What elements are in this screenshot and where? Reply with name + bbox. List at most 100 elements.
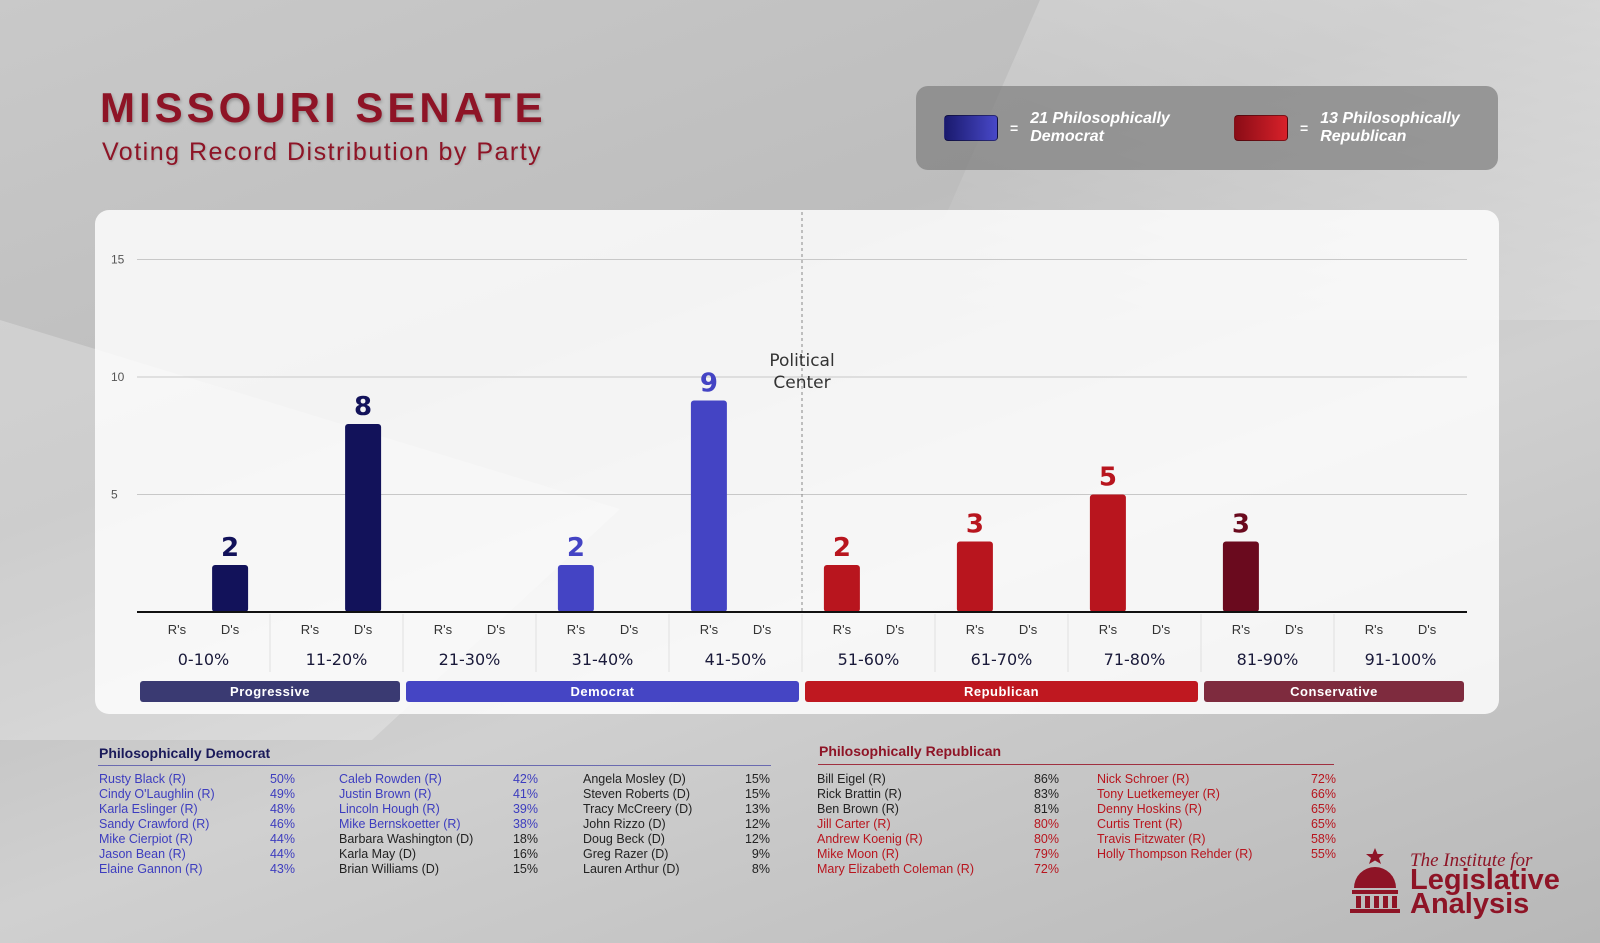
senator-score: 15% — [744, 772, 770, 786]
senator-score: 72% — [1310, 772, 1336, 786]
senator-name: Karla May (D) — [339, 847, 417, 861]
y-tick-label: 15 — [111, 253, 125, 267]
legend-label-republican: 13 Philosophically Republican — [1320, 110, 1460, 145]
list-item: Curtis Trent (R) 65% — [1097, 817, 1336, 832]
bar — [823, 565, 860, 612]
sub-category-label: R's — [1365, 622, 1384, 637]
senator-score: 65% — [1310, 802, 1336, 816]
senator-score: 66% — [1310, 787, 1336, 801]
list-item: Angela Mosley (D) 15% — [583, 772, 770, 787]
senator-score: 83% — [1033, 787, 1059, 801]
senator-score: 38% — [512, 817, 538, 831]
list-item: Mike Moon (R) 79% — [817, 847, 1059, 862]
group-band-progressive — [140, 681, 400, 702]
senator-name: Lincoln Hough (R) — [339, 802, 440, 816]
page-subtitle: Voting Record Distribution by Party — [102, 138, 543, 166]
senator-score: 13% — [744, 802, 770, 816]
senator-score: 8% — [751, 862, 770, 876]
senator-name: Nick Schroer (R) — [1097, 772, 1190, 786]
chart-panel: 5 10 15 Political Center R's 2 D's 0-10% R's 8 D's 1… — [95, 210, 1499, 714]
sub-category-label: R's — [700, 622, 719, 637]
list-item: Justin Brown (R) 41% — [339, 787, 538, 802]
senator-name: Ben Brown (R) — [817, 802, 899, 816]
senator-score: 79% — [1033, 847, 1059, 861]
sub-category-label: D's — [886, 622, 905, 637]
bar-value-label: 2 — [567, 533, 585, 563]
senator-score: 80% — [1033, 817, 1059, 831]
senator-score: 44% — [269, 832, 295, 846]
bar-value-label: 8 — [354, 392, 372, 422]
political-center-label: Political — [769, 351, 834, 371]
logo-tagline: The Institute for — [1410, 850, 1533, 871]
list-item: Holly Thompson Rehder (R) 55% — [1097, 847, 1336, 862]
senator-name: Rick Brattin (R) — [817, 787, 902, 801]
senator-name: Holly Thompson Rehder (R) — [1097, 847, 1253, 861]
bar-value-label: 9 — [700, 369, 718, 399]
list-item: Karla May (D) 16% — [339, 847, 538, 862]
senator-score: 16% — [512, 847, 538, 861]
y-tick-label: 5 — [111, 488, 118, 502]
bar — [1222, 541, 1259, 612]
x-tick-label: 51-60% — [838, 650, 900, 669]
sub-category-label: D's — [620, 622, 639, 637]
group-band-label: Conservative — [1290, 684, 1378, 699]
senator-name: Doug Beck (D) — [583, 832, 665, 846]
list-item: Travis Fitzwater (R) 58% — [1097, 832, 1336, 847]
x-tick-label: 41-50% — [705, 650, 767, 669]
page-title: MISSOURI SENATE — [100, 84, 547, 131]
y-tick-label: 10 — [111, 370, 125, 384]
senator-score: 41% — [512, 787, 538, 801]
sub-category-label: D's — [487, 622, 506, 637]
senator-name: Caleb Rowden (R) — [339, 772, 442, 786]
list-item: Steven Roberts (D) 15% — [583, 787, 770, 802]
x-tick-label: 81-90% — [1237, 650, 1299, 669]
sub-category-label: D's — [1019, 622, 1038, 637]
senator-name: Bill Eigel (R) — [817, 772, 886, 786]
x-tick-label: 61-70% — [971, 650, 1033, 669]
list-item: Jill Carter (R) 80% — [817, 817, 1059, 832]
senator-name: Jason Bean (R) — [99, 847, 186, 861]
sub-category-label: R's — [1232, 622, 1251, 637]
senator-score: 12% — [744, 832, 770, 846]
bar-value-label: 2 — [833, 533, 851, 563]
senator-score: 15% — [512, 862, 538, 876]
senator-score: 18% — [512, 832, 538, 846]
senator-name: Jill Carter (R) — [817, 817, 891, 831]
list-item: Karla Eslinger (R) 48% — [99, 802, 295, 817]
capitol-icon — [1350, 848, 1400, 913]
senator-name: Rusty Black (R) — [99, 772, 186, 786]
institute-logo: The Institute for Legislative Analysis — [1348, 848, 1588, 919]
sub-category-label: D's — [753, 622, 772, 637]
group-band-label: Democrat — [571, 684, 635, 699]
sub-category-label: D's — [1418, 622, 1437, 637]
legend-swatch-republican — [1234, 115, 1288, 141]
senator-name: Brian Williams (D) — [339, 862, 439, 876]
legend-label-democrat: 21 Philosophically Democrat — [1030, 110, 1170, 145]
senator-score: 44% — [269, 847, 295, 861]
list-item: Andrew Koenig (R) 80% — [817, 832, 1059, 847]
list-item: Denny Hoskins (R) 65% — [1097, 802, 1336, 817]
legend-swatch-democrat — [944, 115, 998, 141]
bar — [557, 565, 594, 612]
list-item: Nick Schroer (R) 72% — [1097, 772, 1336, 787]
divider — [98, 765, 771, 766]
list-item: Mike Bernskoetter (R) 38% — [339, 817, 538, 832]
sub-category-label: D's — [354, 622, 373, 637]
legend-item-democrat: = 21 Philosophically Democrat — [944, 86, 1200, 170]
divider — [818, 764, 1334, 765]
list-item: Lincoln Hough (R) 39% — [339, 802, 538, 817]
x-tick-label: 31-40% — [572, 650, 634, 669]
senator-name: John Rizzo (D) — [583, 817, 666, 831]
dem-list-heading: Philosophically Democrat — [99, 745, 271, 761]
bar-value-label: 2 — [221, 533, 239, 563]
bar-value-label: 3 — [966, 510, 984, 540]
senator-score: 49% — [269, 787, 295, 801]
senator-score: 65% — [1310, 817, 1336, 831]
senator-name: Tracy McCreery (D) — [583, 802, 693, 816]
senator-score: 46% — [269, 817, 295, 831]
sub-category-label: R's — [966, 622, 985, 637]
list-item: Lauren Arthur (D) 8% — [583, 862, 770, 877]
senator-score: 72% — [1033, 862, 1059, 876]
list-column: Angela Mosley (D) 15% Steven Roberts (D) 15… — [583, 772, 770, 877]
bar — [1089, 494, 1126, 612]
